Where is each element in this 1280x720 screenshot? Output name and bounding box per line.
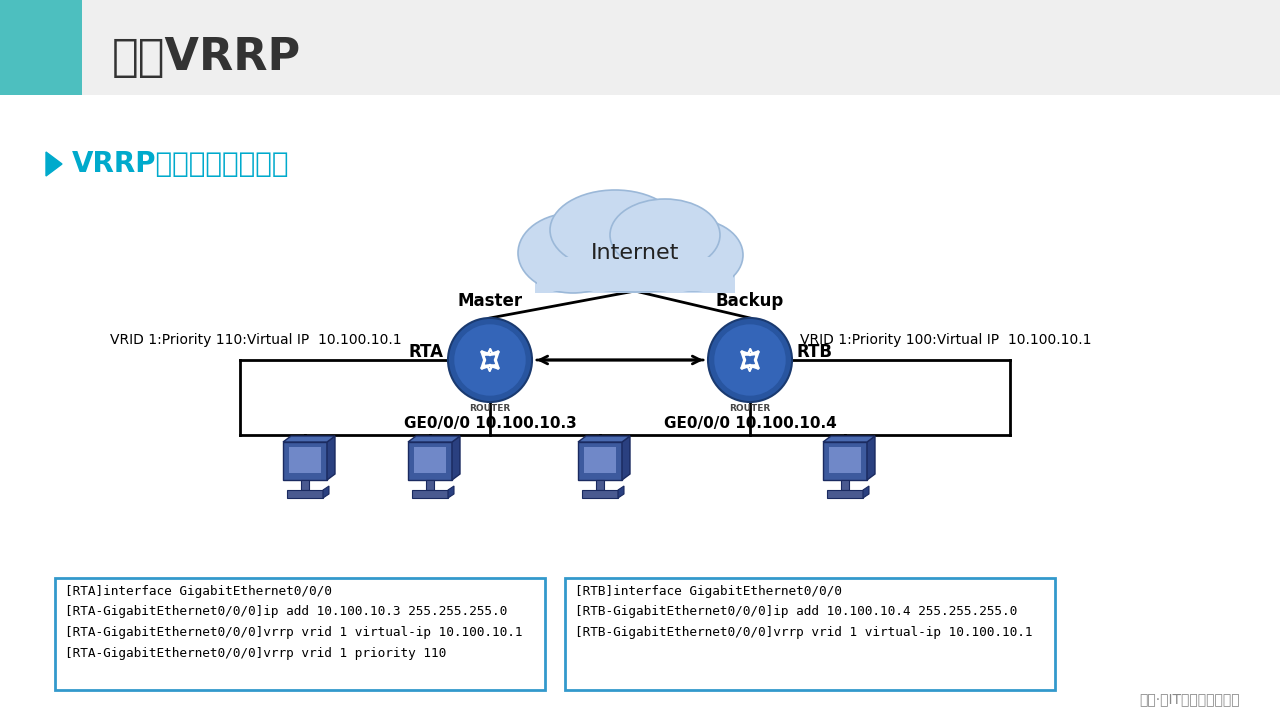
Text: Internet: Internet: [591, 243, 680, 263]
FancyBboxPatch shape: [408, 442, 452, 480]
Bar: [596, 480, 604, 490]
Text: [RTB]interface GigabitEthernet0/0/0
[RTB-GigabitEthernet0/0/0]ip add 10.100.10.4: [RTB]interface GigabitEthernet0/0/0 [RTB…: [575, 585, 1033, 639]
Polygon shape: [323, 486, 329, 498]
Text: ROUTER: ROUTER: [470, 404, 511, 413]
Ellipse shape: [550, 190, 680, 270]
Bar: [841, 480, 849, 490]
FancyBboxPatch shape: [564, 578, 1055, 690]
Bar: [301, 480, 308, 490]
Bar: [584, 447, 616, 473]
Text: 配置VRRP: 配置VRRP: [113, 37, 301, 79]
Bar: [538, 257, 733, 291]
Polygon shape: [618, 486, 625, 498]
Text: GE0/0/0 10.100.10.3: GE0/0/0 10.100.10.3: [403, 416, 576, 431]
Text: GE0/0/0 10.100.10.4: GE0/0/0 10.100.10.4: [663, 416, 836, 431]
Text: Master: Master: [457, 292, 522, 310]
Ellipse shape: [611, 199, 719, 271]
Text: Backup: Backup: [716, 292, 785, 310]
Bar: [535, 255, 735, 293]
Bar: [0, 0, 1280, 95]
Polygon shape: [579, 436, 630, 442]
FancyBboxPatch shape: [55, 578, 545, 690]
Text: RTA: RTA: [408, 343, 443, 361]
FancyBboxPatch shape: [579, 442, 622, 480]
Ellipse shape: [518, 213, 628, 293]
Polygon shape: [823, 436, 876, 442]
FancyBboxPatch shape: [823, 442, 867, 480]
Bar: [289, 447, 321, 473]
Text: [RTA]interface GigabitEthernet0/0/0
[RTA-GigabitEthernet0/0/0]ip add 10.100.10.3: [RTA]interface GigabitEthernet0/0/0 [RTA…: [65, 585, 522, 660]
Polygon shape: [622, 436, 630, 480]
Ellipse shape: [535, 222, 735, 292]
Polygon shape: [452, 436, 460, 480]
Circle shape: [454, 324, 526, 396]
Polygon shape: [448, 486, 454, 498]
Bar: [0, 0, 82, 95]
Bar: [827, 490, 863, 498]
Polygon shape: [408, 436, 460, 442]
Bar: [413, 447, 445, 473]
Text: VRID 1:Priority 100:Virtual IP  10.100.10.1: VRID 1:Priority 100:Virtual IP 10.100.10…: [800, 333, 1092, 347]
Polygon shape: [326, 436, 335, 480]
Bar: [426, 480, 434, 490]
Text: ROUTER: ROUTER: [730, 404, 771, 413]
Polygon shape: [867, 436, 876, 480]
Polygon shape: [283, 436, 335, 442]
Polygon shape: [863, 486, 869, 498]
Circle shape: [708, 318, 792, 402]
Circle shape: [448, 318, 532, 402]
Text: RTB: RTB: [797, 343, 833, 361]
Text: 唯众·让IT教学实训更简单: 唯众·让IT教学实训更简单: [1139, 692, 1240, 706]
Text: VRRP单备份组配置示例: VRRP单备份组配置示例: [72, 150, 289, 178]
Ellipse shape: [643, 219, 742, 291]
Bar: [412, 490, 448, 498]
FancyBboxPatch shape: [283, 442, 326, 480]
Bar: [582, 490, 618, 498]
Bar: [829, 447, 861, 473]
Text: VRID 1:Priority 110:Virtual IP  10.100.10.1: VRID 1:Priority 110:Virtual IP 10.100.10…: [110, 333, 402, 347]
Circle shape: [714, 324, 786, 396]
Bar: [287, 490, 323, 498]
Polygon shape: [46, 152, 61, 176]
